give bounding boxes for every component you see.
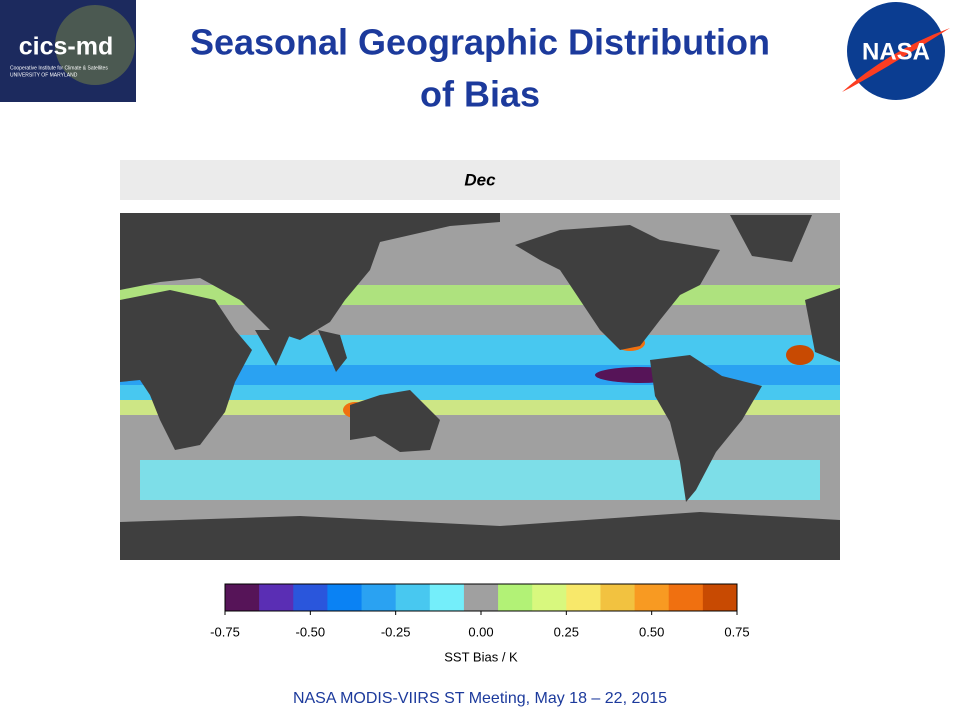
colorbar-segment bbox=[259, 584, 294, 611]
title: of Bias bbox=[420, 74, 540, 115]
colorbar-segment bbox=[361, 584, 397, 611]
antarctica bbox=[120, 512, 840, 560]
colorbar-segment bbox=[395, 584, 431, 611]
colorbar-segment bbox=[532, 584, 567, 611]
nasa-swoosh bbox=[842, 28, 950, 92]
colorbar-tick-label: -0.75 bbox=[210, 624, 240, 639]
panel-label: Dec bbox=[464, 170, 496, 189]
footer: NASA MODIS-VIIRS ST Meeting, May 18 – 22… bbox=[292, 690, 668, 707]
panel-header bbox=[120, 160, 840, 200]
cics-logo-line: UNIVERSITY OF MARYLAND bbox=[10, 72, 78, 78]
india bbox=[255, 330, 292, 366]
africa bbox=[120, 290, 252, 450]
title: Seasonal Geographic Distribution bbox=[190, 22, 770, 63]
cics-logo-text: cics-md bbox=[19, 33, 113, 61]
colorbar-segment bbox=[225, 584, 260, 611]
colorbar-label: SST Bias / K bbox=[444, 649, 518, 664]
colorbar-tick-label: -0.25 bbox=[381, 624, 411, 639]
colorbar-segment bbox=[327, 584, 363, 611]
colorbar-segment bbox=[634, 584, 670, 611]
colorbar-tick-label: 0.75 bbox=[724, 624, 749, 639]
colorbar-segment bbox=[463, 584, 499, 611]
north-america bbox=[515, 225, 720, 350]
africa-east bbox=[805, 288, 840, 362]
nasa-logo-text: NASA bbox=[862, 38, 930, 65]
eurasia bbox=[120, 213, 500, 340]
colorbar-segment bbox=[600, 584, 636, 611]
colorbar-tick-label: -0.50 bbox=[296, 624, 326, 639]
greenland bbox=[730, 215, 812, 262]
colorbar-segment bbox=[429, 584, 465, 611]
australia bbox=[350, 390, 440, 452]
colorbar-tick-label: 0.00 bbox=[468, 624, 493, 639]
colorbar-tick-label: 0.25 bbox=[554, 624, 579, 639]
se-asia bbox=[318, 330, 347, 372]
colorbar-tick-label: 0.50 bbox=[639, 624, 664, 639]
bias-spot bbox=[786, 345, 814, 365]
cics-logo-globe bbox=[55, 5, 135, 85]
bias-band bbox=[140, 460, 820, 500]
colorbar-segment bbox=[668, 584, 704, 611]
colorbar-segment bbox=[702, 584, 738, 611]
colorbar-segment bbox=[293, 584, 328, 611]
land bbox=[120, 213, 840, 560]
map bbox=[120, 213, 840, 560]
colorbar-segment bbox=[566, 584, 601, 611]
colorbar-segment bbox=[498, 584, 533, 611]
south-america bbox=[650, 355, 762, 502]
cics-logo-line: Cooperative Institute for Climate & Sate… bbox=[10, 65, 108, 71]
